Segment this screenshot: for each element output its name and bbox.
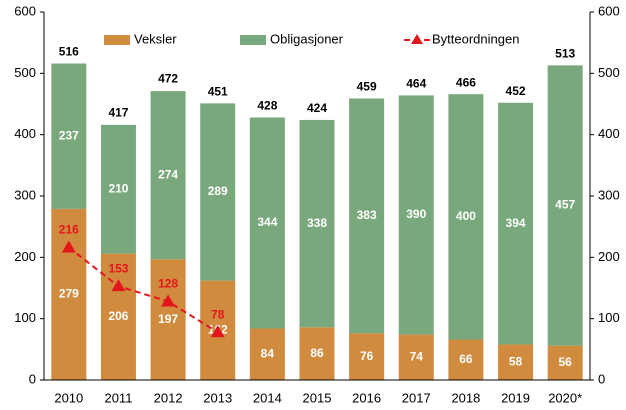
bar-segment [498,344,534,380]
legend-swatch [104,35,130,45]
bar-segment [448,339,484,380]
total-label: 451 [208,85,228,99]
bar-segment [547,345,583,380]
line-marker [61,240,76,253]
bar-segment [200,103,236,281]
bar-value-label: 237 [59,128,79,142]
bar-segment [398,334,434,380]
y-tick-label: 0 [29,371,36,386]
y2-tick-label: 500 [598,65,620,80]
bar-segment [150,259,186,380]
x-tick-label: 2011 [104,390,132,405]
bar-segment [547,65,583,346]
bar-segment [299,327,335,380]
total-label: 452 [506,84,526,98]
x-tick-label: 2019 [501,390,530,405]
x-tick-label: 2016 [352,390,381,405]
total-label: 428 [257,99,277,113]
x-tick-label: 2017 [402,390,431,405]
bar-value-label: 58 [509,354,523,368]
y2-tick-label: 0 [598,371,605,386]
bar-value-label: 74 [410,349,424,363]
line-value-label: 216 [59,223,79,237]
line-marker [111,279,126,292]
y-tick-label: 400 [14,126,36,141]
bar-value-label: 274 [158,167,178,181]
legend-swatch [240,35,266,45]
line-value-label: 78 [211,307,225,321]
bar-segment [51,208,87,380]
bar-segment [249,328,285,380]
bar-segment [498,102,534,345]
y2-tick-label: 100 [598,310,620,325]
y-tick-label: 300 [14,187,36,202]
y2-tick-label: 400 [598,126,620,141]
x-tick-label: 2014 [253,390,282,405]
bar-segment [398,95,434,335]
legend-label: Veksler [134,31,177,46]
bar-segment [349,333,385,380]
bar-value-label: 84 [261,346,275,360]
y2-tick-label: 200 [598,249,620,264]
x-tick-label: 2015 [303,390,332,405]
legend-label: Obligasjoner [270,31,344,46]
bar-value-label: 400 [456,209,476,223]
y2-tick-label: 600 [598,3,620,18]
bar-segment [100,253,136,380]
total-label: 424 [307,101,327,115]
bar-segment [150,91,186,260]
line-marker [161,294,176,307]
bar-segment [51,63,87,209]
line-value-label: 153 [108,261,128,275]
bar-segment [349,98,385,334]
x-tick-label: 2010 [54,390,83,405]
legend-label: Bytteordningen [432,31,519,46]
total-label: 417 [108,105,128,119]
bar-value-label: 206 [108,309,128,323]
bar-segment [299,119,335,328]
bar-segment [249,117,285,329]
bar-value-label: 210 [108,181,128,195]
bar-value-label: 56 [559,355,573,369]
bar-value-label: 76 [360,349,374,363]
bar-segment [448,94,484,340]
total-label: 459 [357,80,377,94]
bar-value-label: 457 [555,198,575,212]
line-value-label: 128 [158,277,178,291]
y-tick-label: 500 [14,65,36,80]
bar-value-label: 338 [307,216,327,230]
total-label: 466 [456,75,476,89]
y-tick-label: 200 [14,249,36,264]
total-label: 513 [555,47,575,61]
bar-value-label: 289 [208,184,228,198]
bar-value-label: 394 [506,216,526,230]
total-label: 516 [59,45,79,59]
y-tick-label: 600 [14,3,36,18]
total-label: 472 [158,72,178,86]
x-tick-label: 2018 [451,390,480,405]
bar-segment [100,124,136,254]
legend-marker [411,34,423,44]
bar-value-label: 383 [357,208,377,222]
y-tick-label: 100 [14,310,36,325]
bar-value-label: 390 [406,207,426,221]
x-tick-label: 2020* [548,390,582,405]
line [68,246,219,334]
y2-tick-label: 300 [598,187,620,202]
bar-value-label: 86 [310,346,324,360]
bar-value-label: 279 [59,287,79,301]
bar-value-label: 197 [158,312,178,326]
total-label: 464 [406,77,426,91]
bar-value-label: 66 [459,352,473,366]
bar-value-label: 344 [257,215,277,229]
line-marker [210,325,225,338]
x-tick-label: 2013 [203,390,232,405]
x-tick-label: 2012 [154,390,183,405]
